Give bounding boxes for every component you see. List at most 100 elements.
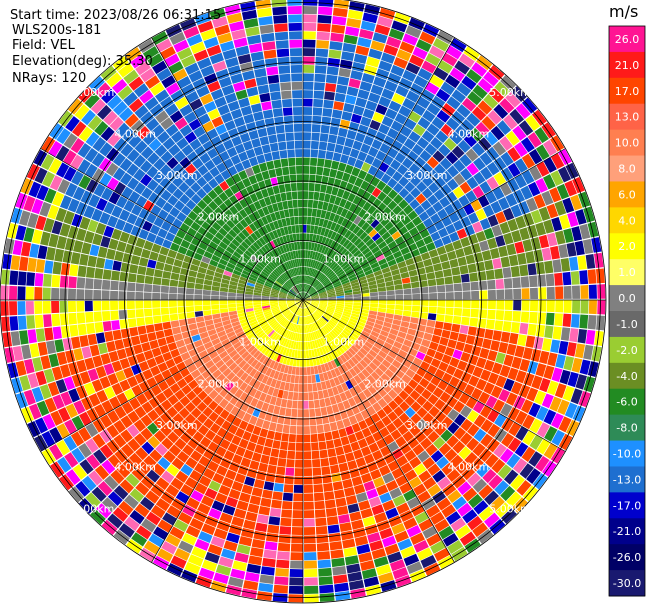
ray-gate xyxy=(165,82,181,96)
ray-gate xyxy=(243,580,259,591)
ray-gate xyxy=(514,142,528,157)
ray-gate xyxy=(106,177,119,191)
ray-gate xyxy=(390,245,400,254)
ray-gate xyxy=(282,253,288,262)
ray-gate xyxy=(391,323,400,331)
ray-gate xyxy=(303,224,307,233)
ray-gate xyxy=(436,245,447,256)
ray-gate xyxy=(421,187,433,199)
ray-gate xyxy=(347,9,363,20)
ray-gate xyxy=(333,214,341,223)
ray-gate xyxy=(373,342,383,350)
ray-gate xyxy=(238,333,247,341)
ray-gate xyxy=(261,335,270,344)
ray-gate xyxy=(123,367,134,379)
ray-gate xyxy=(41,154,55,171)
ray-gate xyxy=(194,232,204,242)
ray-gate xyxy=(150,483,165,497)
ray-gate xyxy=(546,203,559,219)
ray-gate xyxy=(265,264,274,272)
ray-gate xyxy=(370,412,381,424)
ray-gate xyxy=(425,81,440,95)
ray-gate xyxy=(390,159,402,171)
ray-gate xyxy=(322,108,333,117)
ray-gate xyxy=(501,432,515,448)
ray-gate xyxy=(372,449,383,461)
ray-gate xyxy=(340,530,354,541)
ray-gate xyxy=(255,0,271,10)
ray-gate xyxy=(122,222,134,234)
ray-gate xyxy=(445,365,457,376)
ray-gate xyxy=(261,216,269,226)
ray-gate xyxy=(143,308,153,317)
ray-gate xyxy=(97,104,112,120)
ray-gate xyxy=(133,419,147,433)
ray-gate xyxy=(320,364,327,373)
ray-gate xyxy=(264,541,278,551)
ray-gate xyxy=(454,60,470,75)
ray-gate xyxy=(10,331,21,346)
ray-gate xyxy=(420,286,429,294)
ray-gate xyxy=(309,290,317,296)
ray-gate xyxy=(303,165,310,174)
ray-gate xyxy=(301,292,303,300)
ray-gate xyxy=(277,389,284,399)
ray-gate xyxy=(316,320,323,328)
ray-gate xyxy=(310,303,319,307)
ray-gate xyxy=(353,105,365,116)
ray-gate xyxy=(596,315,605,331)
ray-gate xyxy=(10,207,23,224)
ray-gate xyxy=(407,263,417,272)
ray-gate xyxy=(149,449,163,463)
ray-gate xyxy=(383,453,396,465)
ray-gate xyxy=(555,230,566,245)
ray-gate xyxy=(297,199,303,208)
ray-gate xyxy=(265,377,273,386)
ray-gate xyxy=(263,49,277,59)
ray-gate xyxy=(246,86,259,97)
ray-gate xyxy=(318,306,326,312)
ray-gate xyxy=(233,37,248,48)
ray-gate xyxy=(349,387,358,397)
ray-gate xyxy=(486,146,500,161)
ray-gate xyxy=(455,524,471,539)
ray-gate xyxy=(234,143,246,154)
ray-gate xyxy=(259,24,274,34)
ray-gate xyxy=(195,443,207,455)
ray-gate xyxy=(236,262,245,270)
ray-gate xyxy=(560,257,571,272)
ray-gate xyxy=(263,152,273,162)
ray-gate xyxy=(453,159,466,173)
ray-gate xyxy=(310,216,316,226)
ray-gate xyxy=(339,119,351,130)
ray-gate xyxy=(185,199,197,210)
ray-gate xyxy=(178,280,187,288)
ray-gate xyxy=(103,225,115,238)
ray-gate xyxy=(46,340,57,355)
range-ring-label: 5.00km xyxy=(489,502,531,515)
ray-gate xyxy=(145,267,155,277)
ray-gate xyxy=(185,294,194,300)
ray-gate xyxy=(353,394,362,405)
ray-gate xyxy=(76,289,85,300)
ray-gate xyxy=(340,208,349,218)
ray-gate xyxy=(315,48,329,58)
ray-gate xyxy=(72,464,88,480)
ray-gate xyxy=(469,127,484,142)
ray-gate xyxy=(317,308,325,314)
ray-gate xyxy=(319,275,327,283)
ray-gate xyxy=(286,301,295,304)
ray-gate xyxy=(309,174,316,183)
ray-gate xyxy=(76,300,85,312)
ray-gate xyxy=(433,327,443,337)
ray-gate xyxy=(316,226,323,235)
ray-gate xyxy=(137,461,151,475)
ray-gate xyxy=(203,418,214,429)
ray-gate xyxy=(261,303,270,307)
ray-gate xyxy=(362,356,372,365)
ray-gate xyxy=(264,438,274,448)
ray-gate xyxy=(410,275,419,283)
ray-gate xyxy=(244,571,260,583)
ray-gate xyxy=(535,324,546,338)
ray-gate xyxy=(113,434,127,448)
